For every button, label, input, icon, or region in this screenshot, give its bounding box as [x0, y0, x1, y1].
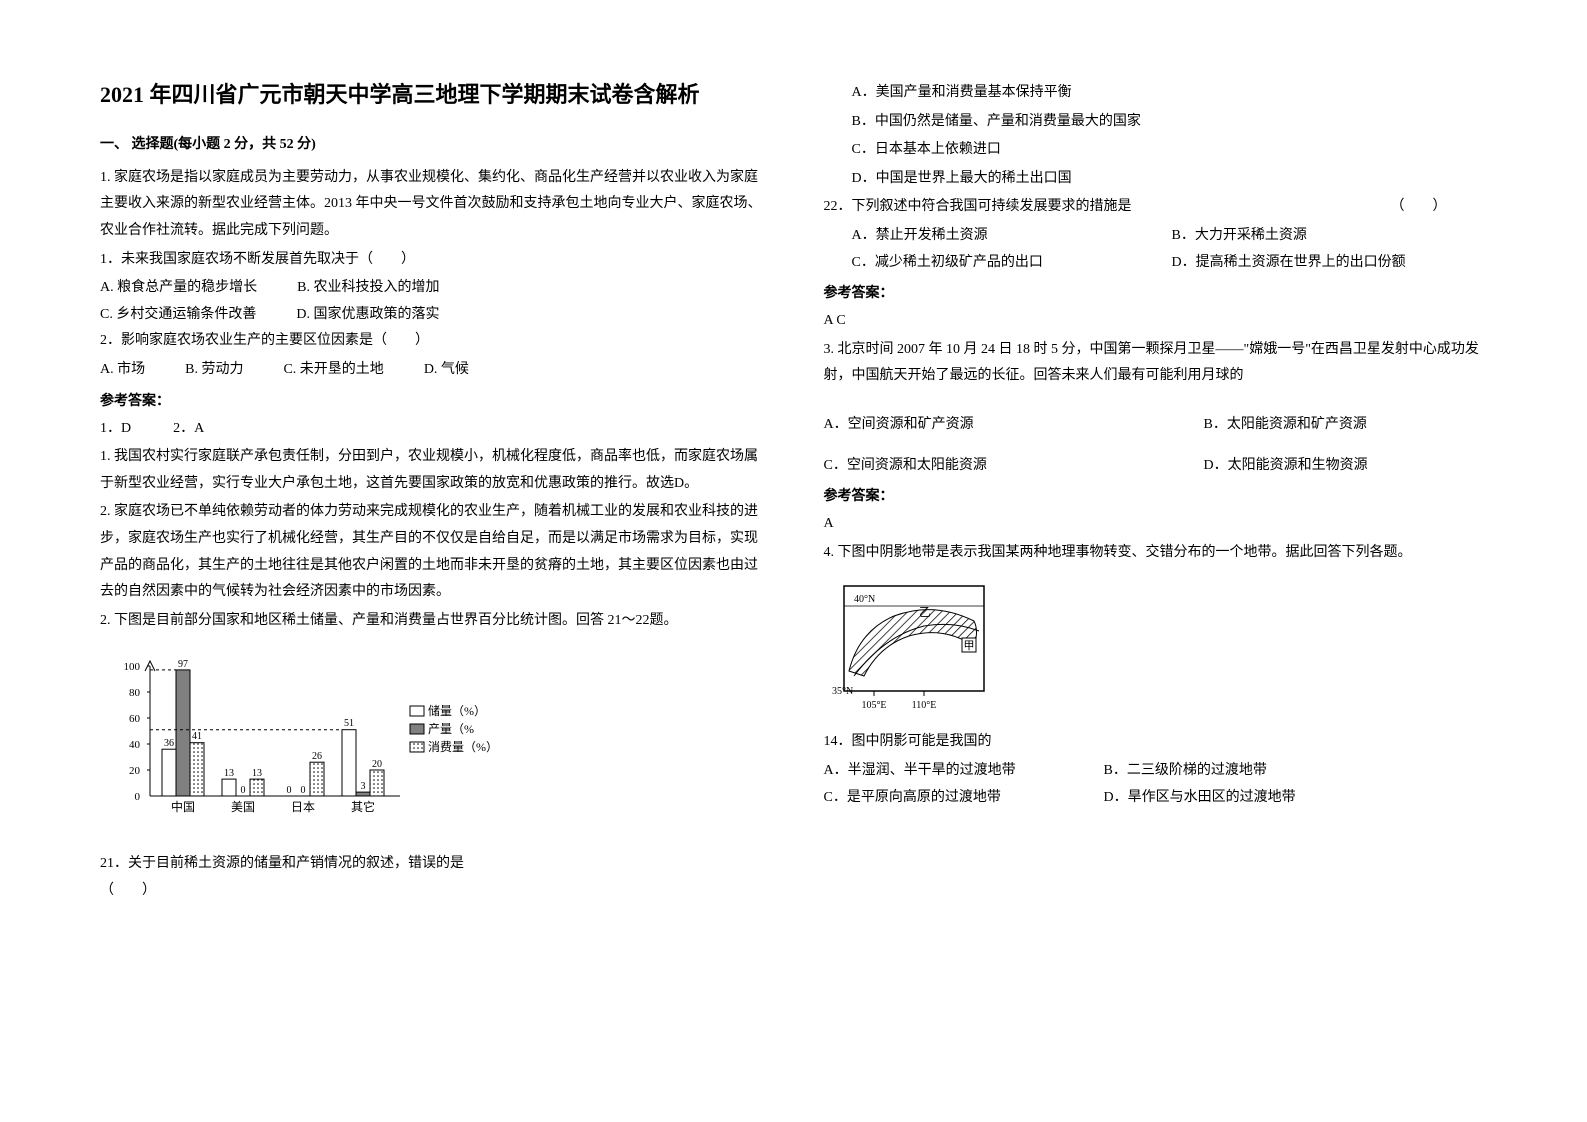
bar-chart-svg: 0 20 40 60 80 100 36 97 41: [100, 646, 520, 836]
chart: 0 20 40 60 80 100 36 97 41: [100, 646, 764, 841]
q3-optD: D．太阳能资源和生物资源: [1204, 453, 1368, 480]
bars-china: 36 97 41 中国: [162, 659, 204, 814]
map-lon-left: 105°E: [861, 700, 886, 711]
svg-text:20: 20: [129, 765, 141, 777]
q22-optC: C．减少稀土初级矿产品的出口: [824, 250, 1104, 277]
y-axis: 0 20 40 60 80 100: [124, 661, 151, 803]
map-label-j: 甲: [963, 640, 974, 652]
q1-sub2-opts: A. 市场 B. 劳动力 C. 未开垦的土地 D. 气候: [100, 357, 764, 384]
q1s2-optC: C. 未开垦的土地: [283, 357, 383, 384]
q22-opts-row1: A．禁止开发稀土资源 B．大力开采稀土资源: [824, 223, 1488, 250]
svg-text:80: 80: [129, 687, 141, 699]
q1-sub1: 1．未来我国家庭农场不断发展首先取决于（ ）: [100, 247, 764, 274]
svg-text:0: 0: [287, 785, 292, 796]
legend-consumption: 消费量（%）: [428, 740, 498, 754]
q1-answer-label: 参考答案：: [100, 390, 764, 410]
q1s2-optA: A. 市场: [100, 357, 145, 384]
section-header: 一、 选择题(每小题 2 分，共 52 分): [100, 133, 764, 153]
q3-opts-row2: C．空间资源和太阳能资源 D．太阳能资源和生物资源: [824, 453, 1488, 480]
legend-reserve: 储量（%）: [428, 703, 486, 718]
q22-optA: A．禁止开发稀土资源: [824, 223, 1104, 250]
map-lat-top: 40°N: [854, 594, 875, 605]
q2-stem: 2. 下图是目前部分国家和地区稀土储量、产量和消费量占世界百分比统计图。回答 2…: [100, 608, 764, 635]
q22: 22．下列叙述中符合我国可持续发展要求的措施是 （ ）: [824, 194, 1488, 221]
map: 40°N 35°N 105°E 110°E 乙 甲: [824, 576, 1488, 721]
svg-text:其它: 其它: [351, 799, 375, 814]
map-lon-right: 110°E: [911, 700, 936, 711]
q21: 21．关于目前稀土资源的储量和产销情况的叙述，错误的是 （ ）: [100, 851, 764, 904]
svg-text:51: 51: [344, 718, 354, 729]
svg-text:13: 13: [252, 768, 262, 779]
svg-text:中国: 中国: [171, 799, 195, 814]
q1s1-optC: C. 乡村交通运输条件改善: [100, 302, 256, 329]
bars-other: 51 3 20 其它: [342, 718, 384, 814]
svg-text:41: 41: [192, 731, 202, 742]
svg-text:40: 40: [129, 739, 141, 751]
q1-sub1-opts-row2: C. 乡村交通运输条件改善 D. 国家优惠政策的落实: [100, 302, 764, 329]
q1s1-optB: B. 农业科技投入的增加: [297, 275, 439, 302]
q1-exp2: 2. 家庭农场已不单纯依赖劳动者的体力劳动来完成规模化的农业生产，随着机械工业的…: [100, 499, 764, 605]
svg-text:0: 0: [241, 785, 246, 796]
map-svg: 40°N 35°N 105°E 110°E 乙 甲: [824, 576, 1004, 716]
svg-text:20: 20: [372, 759, 382, 770]
svg-text:3: 3: [361, 781, 366, 792]
q3-opts-row1: A．空间资源和矿产资源 B．太阳能资源和矿产资源: [824, 412, 1488, 439]
q22-opts-row2: C．减少稀土初级矿产品的出口 D．提高稀土资源在世界上的出口份额: [824, 250, 1488, 277]
q1-answer-line: 1．D 2．A: [100, 416, 764, 443]
q3-stem: 3. 北京时间 2007 年 10 月 24 日 18 时 5 分，中国第一颗探…: [824, 337, 1488, 390]
q2-answer-label: 参考答案：: [824, 282, 1488, 302]
q21-optA: A．美国产量和消费量基本保持平衡: [824, 80, 1488, 107]
q14-optC: C．是平原向高原的过渡地带: [824, 785, 1064, 812]
map-label-z: 乙: [919, 605, 931, 619]
svg-text:26: 26: [312, 751, 322, 762]
svg-text:0: 0: [135, 791, 141, 803]
svg-text:97: 97: [178, 659, 188, 670]
q21-optC: C．日本基本上依赖进口: [824, 137, 1488, 164]
q14-optA: A．半湿润、半干旱的过渡地带: [824, 758, 1064, 785]
q1s2-optD: D. 气候: [424, 357, 469, 384]
right-column: A．美国产量和消费量基本保持平衡 B．中国仍然是储量、产量和消费量最大的国家 C…: [824, 80, 1488, 1082]
bars-japan: 0 0 26 日本: [287, 751, 325, 814]
q2-answer: A C: [824, 308, 1488, 335]
svg-text:13: 13: [224, 768, 234, 779]
legend: 储量（%） 产量（% 消费量（%）: [410, 703, 498, 754]
q22-optD: D．提高稀土资源在世界上的出口份额: [1144, 250, 1406, 277]
svg-text:60: 60: [129, 713, 141, 725]
map-lat-bottom: 35°N: [832, 686, 853, 697]
q1-stem: 1. 家庭农场是指以家庭成员为主要劳动力，从事农业规模化、集约化、商品化生产经营…: [100, 165, 764, 245]
q1-exp1: 1. 我国农村实行家庭联产承包责任制，分田到户，农业规模小，机械化程度低，商品率…: [100, 444, 764, 497]
svg-text:美国: 美国: [231, 800, 255, 814]
q14-optB: B．二三级阶梯的过渡地带: [1104, 758, 1267, 785]
svg-text:100: 100: [124, 661, 141, 673]
q1-sub1-opts-row1: A. 粮食总产量的稳步增长 B. 农业科技投入的增加: [100, 275, 764, 302]
q14-opts-row1: A．半湿润、半干旱的过渡地带 B．二三级阶梯的过渡地带: [824, 758, 1488, 785]
legend-production: 产量（%: [428, 722, 474, 736]
q4-stem: 4. 下图中阴影地带是表示我国某两种地理事物转变、交错分布的一个地带。据此回答下…: [824, 540, 1488, 567]
q3-answer: A: [824, 511, 1488, 538]
q1s2-optB: B. 劳动力: [185, 357, 243, 384]
svg-text:36: 36: [164, 738, 174, 749]
q3-optB: B．太阳能资源和矿产资源: [1204, 412, 1367, 439]
q3-optC: C．空间资源和太阳能资源: [824, 453, 1164, 480]
q1-sub2: 2．影响家庭农场农业生产的主要区位因素是（ ）: [100, 328, 764, 355]
q14-opts-row2: C．是平原向高原的过渡地带 D．旱作区与水田区的过渡地带: [824, 785, 1488, 812]
q3-answer-label: 参考答案：: [824, 485, 1488, 505]
svg-text:0: 0: [301, 785, 306, 796]
q21-optB: B．中国仍然是储量、产量和消费量最大的国家: [824, 109, 1488, 136]
svg-text:日本: 日本: [291, 800, 315, 814]
q21-optD: D．中国是世界上最大的稀土出口国: [824, 166, 1488, 193]
q14-optD: D．旱作区与水田区的过渡地带: [1104, 785, 1296, 812]
q3-optA: A．空间资源和矿产资源: [824, 412, 1164, 439]
left-column: 2021 年四川省广元市朝天中学高三地理下学期期末试卷含解析 一、 选择题(每小…: [100, 80, 764, 1082]
bars-us: 13 0 13 美国: [222, 768, 264, 814]
q1s1-optD: D. 国家优惠政策的落实: [296, 302, 439, 329]
q1s1-optA: A. 粮食总产量的稳步增长: [100, 275, 257, 302]
q22-optB: B．大力开采稀土资源: [1144, 223, 1307, 250]
page-title: 2021 年四川省广元市朝天中学高三地理下学期期末试卷含解析: [100, 80, 764, 111]
q14: 14．图中阴影可能是我国的: [824, 729, 1488, 756]
